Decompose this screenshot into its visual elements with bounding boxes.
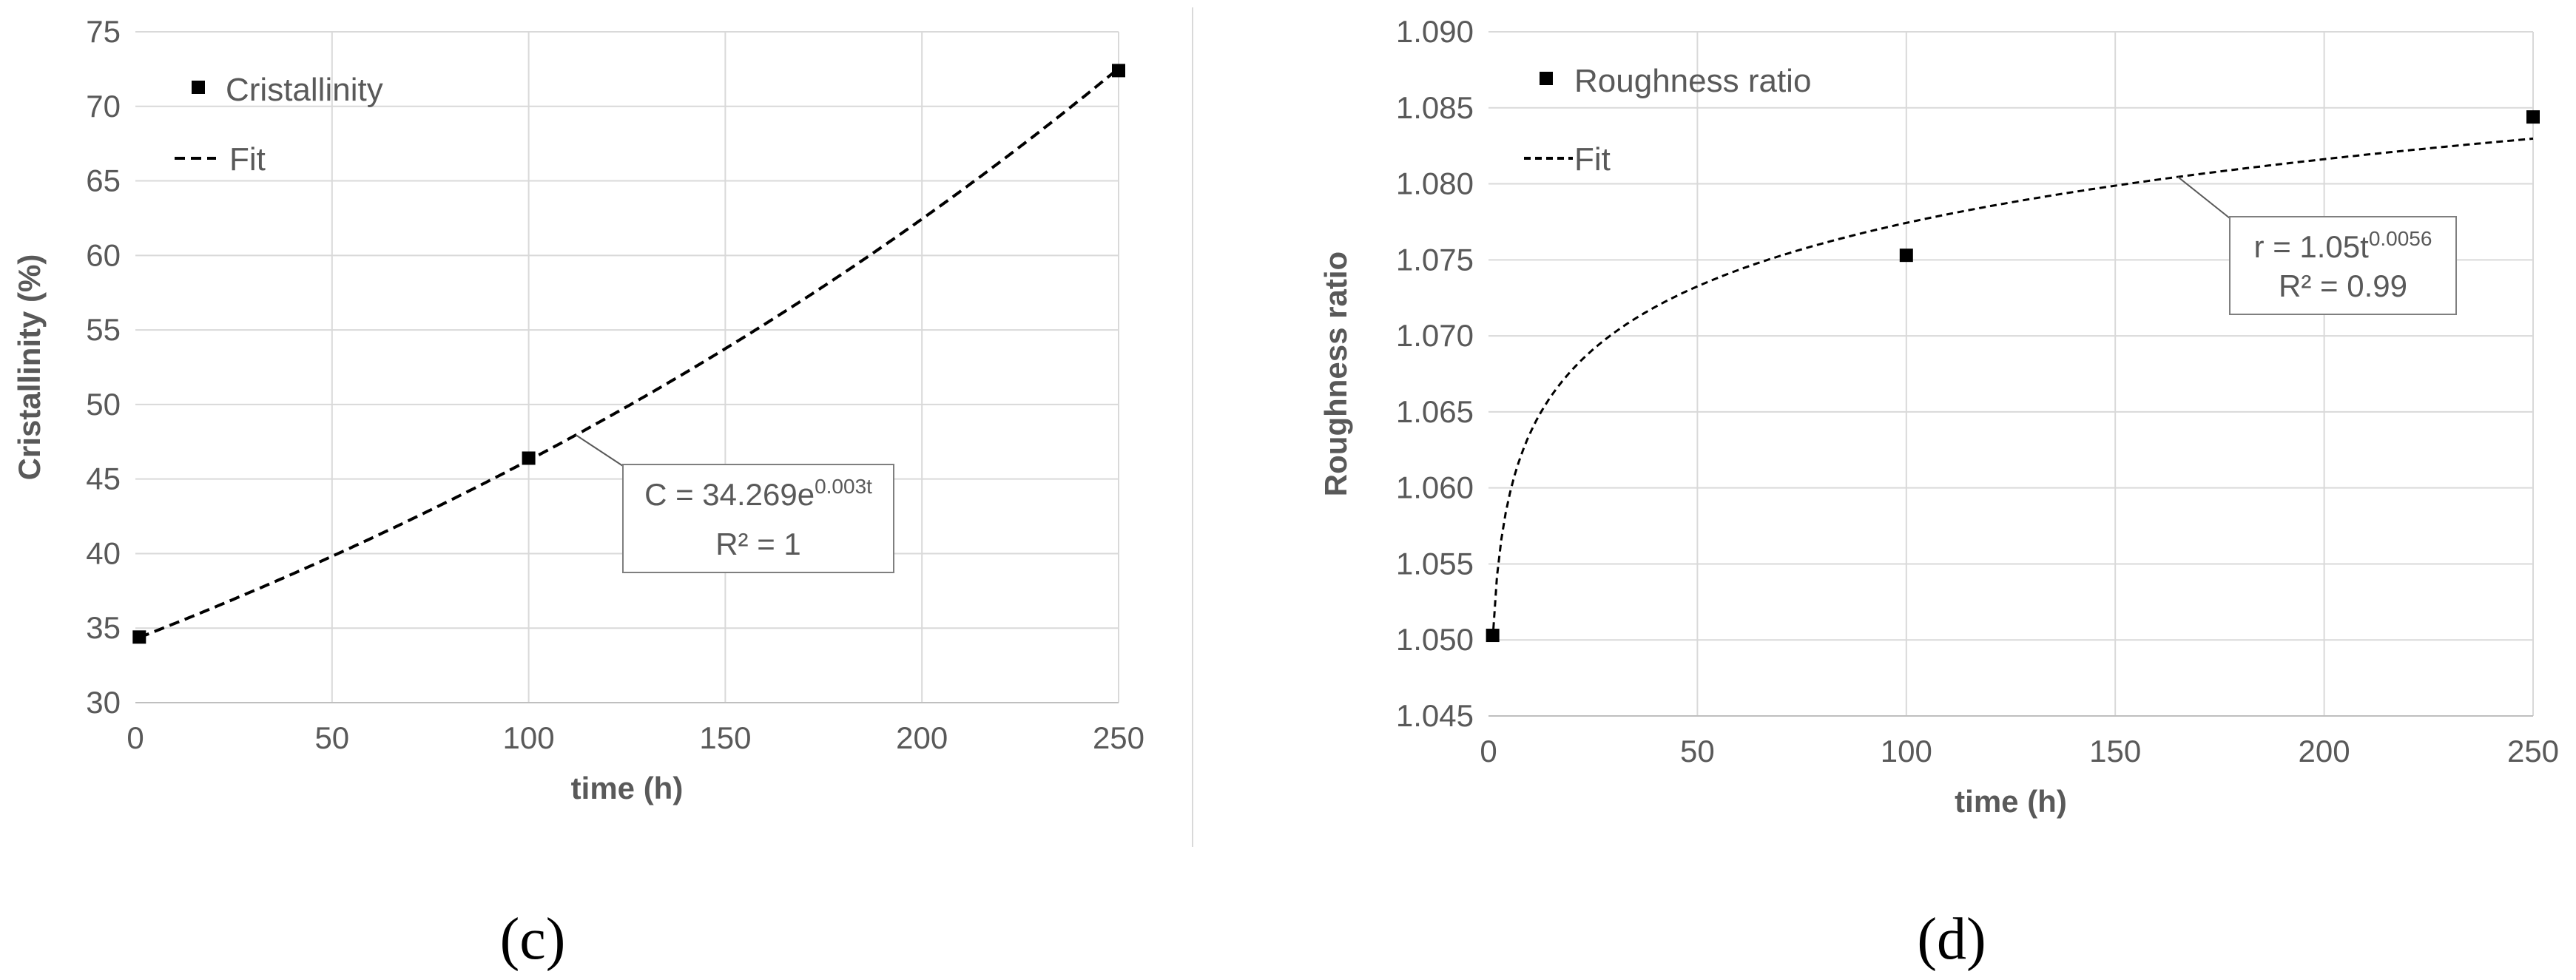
equation-text: r = 1.05t0.0056: [2254, 227, 2432, 264]
x-tick-label: 250: [2507, 734, 2559, 768]
y-tick-label: 1.085: [1396, 90, 1474, 125]
x-tick-label: 250: [1093, 720, 1144, 755]
annotation-leader: [2177, 176, 2231, 219]
x-tick-label: 150: [2089, 734, 2141, 768]
legend-label-fit: Fit: [1574, 141, 1611, 178]
y-tick-label: 1.065: [1396, 394, 1474, 429]
equation-main: C = 34.269e: [644, 477, 815, 512]
annotation-box: [622, 464, 894, 573]
x-tick-label: 150: [699, 720, 751, 755]
r-squared-text: R² = 0.99: [2279, 268, 2407, 303]
legend-marker: [1540, 72, 1553, 85]
x-tick-label: 100: [1881, 734, 1932, 768]
data-point: [1112, 64, 1125, 78]
y-tick-label: 1.080: [1396, 166, 1474, 201]
data-point: [522, 451, 536, 465]
y-axis-title: Cristallinity (%): [12, 254, 47, 481]
x-axis-title: time (h): [571, 771, 684, 805]
x-tick-label: 50: [1680, 734, 1715, 768]
data-point: [2526, 110, 2540, 124]
y-tick-label: 65: [86, 163, 121, 198]
equation-exponent: 0.0056: [2369, 227, 2432, 250]
y-tick-label: 30: [86, 685, 121, 720]
y-tick-label: 1.075: [1396, 242, 1474, 277]
y-tick-label: 35: [86, 610, 121, 645]
equation-exponent: 0.003t: [815, 475, 872, 498]
legend-marker: [192, 81, 205, 94]
y-tick-label: 1.050: [1396, 622, 1474, 657]
y-tick-label: 75: [86, 14, 121, 49]
y-tick-label: 40: [86, 535, 121, 570]
panel-label: (c): [500, 907, 566, 972]
x-axis-title: time (h): [1955, 784, 2067, 819]
y-tick-label: 1.060: [1396, 470, 1474, 505]
data-point: [1899, 249, 1913, 263]
y-tick-label: 70: [86, 89, 121, 124]
fit-curve: [138, 67, 1120, 639]
x-tick-label: 200: [2299, 734, 2350, 768]
annotation-leader: [575, 434, 624, 467]
equation-text: C = 34.269e0.003t: [644, 475, 872, 512]
chart-c: 30 35 40 45 50 55 60 65 70 75 0 50 100 150 200 250 time …: [12, 14, 1144, 972]
legend-label-data: Cristallinity: [226, 72, 383, 108]
chart-d: 1.045 1.050 1.055 1.060 1.065 1.070 1.075 1.080…: [1318, 14, 2559, 972]
legend-label-fit: Fit: [229, 141, 266, 178]
y-axis-title: Roughness ratio: [1318, 251, 1353, 496]
y-tick-label: 55: [86, 312, 121, 347]
x-tick-label: 200: [896, 720, 948, 755]
r-squared-text: R² = 1: [715, 527, 801, 561]
annotation-box: [2229, 216, 2457, 315]
y-tick-label: 60: [86, 237, 121, 272]
data-point: [1486, 629, 1500, 643]
panel-label: (d): [1917, 907, 1986, 972]
x-tick-label: 0: [127, 720, 144, 755]
x-tick-label: 100: [503, 720, 555, 755]
equation-main: r = 1.05t: [2254, 229, 2370, 264]
data-point: [132, 630, 146, 644]
y-tick-label: 45: [86, 462, 121, 496]
x-tick-label: 50: [314, 720, 349, 755]
x-tick-label: 0: [1480, 734, 1497, 768]
y-tick-label: 1.090: [1396, 14, 1474, 49]
fit-curve: [1491, 137, 2534, 641]
y-tick-label: 1.055: [1396, 546, 1474, 581]
legend-label-data: Roughness ratio: [1574, 63, 1811, 99]
y-tick-label: 50: [86, 387, 121, 422]
y-tick-label: 1.045: [1396, 698, 1474, 733]
y-tick-label: 1.070: [1396, 318, 1474, 353]
